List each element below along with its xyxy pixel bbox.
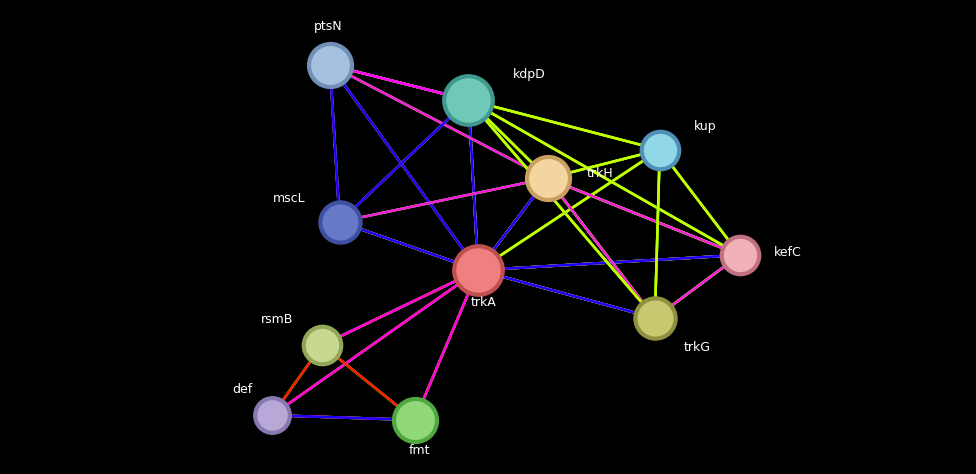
Point: [332, 218, 347, 226]
Point: [264, 411, 280, 419]
Point: [407, 416, 423, 424]
Text: def: def: [232, 383, 253, 396]
Point: [470, 266, 486, 274]
Point: [647, 314, 663, 322]
Point: [461, 96, 476, 104]
Text: kdpD: kdpD: [512, 68, 546, 81]
Text: mscL: mscL: [273, 192, 305, 205]
Point: [314, 341, 330, 349]
Point: [652, 146, 668, 154]
Point: [732, 251, 748, 259]
Point: [314, 341, 330, 349]
Text: kefC: kefC: [774, 246, 801, 259]
Text: trkA: trkA: [470, 296, 496, 309]
Point: [461, 96, 476, 104]
Point: [540, 174, 555, 182]
Text: rsmB: rsmB: [261, 313, 293, 326]
Point: [652, 146, 668, 154]
Point: [407, 416, 423, 424]
Point: [332, 218, 347, 226]
Point: [264, 411, 280, 419]
Point: [540, 174, 555, 182]
Text: fmt: fmt: [409, 444, 430, 456]
Point: [322, 61, 338, 69]
Text: ptsN: ptsN: [313, 20, 343, 33]
Text: trkH: trkH: [587, 167, 613, 180]
Point: [647, 314, 663, 322]
Point: [732, 251, 748, 259]
Text: kup: kup: [694, 120, 716, 133]
Text: trkG: trkG: [684, 341, 712, 354]
Point: [470, 266, 486, 274]
Point: [322, 61, 338, 69]
